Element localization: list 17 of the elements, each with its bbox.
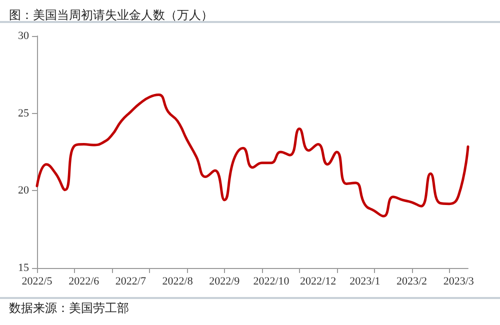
y-tick-label: 20 (18, 184, 30, 197)
x-tick-label: 2022/7 (115, 276, 146, 288)
line-series (36, 94, 470, 218)
x-tick-label: 2023/1 (350, 276, 380, 288)
source-note: 数据来源：美国劳工部 (9, 301, 129, 315)
x-tick-label: 2022/6 (68, 276, 100, 288)
chart-title: 图：美国当周初请失业金人数（万人） (9, 8, 213, 22)
x-tick-label: 2022/12 (300, 276, 336, 288)
x-tick-label: 2022/9 (209, 276, 240, 288)
x-tick-label: 2022/5 (22, 276, 53, 288)
y-tick-label: 15 (18, 262, 30, 274)
x-tick-label: 2023/3 (443, 276, 474, 288)
x-tick-label: 2023/2 (396, 276, 428, 288)
y-tick-label: 25 (18, 107, 30, 120)
x-tick-label: 2022/10 (253, 276, 290, 288)
x-tick-label: 2022/8 (162, 276, 194, 288)
y-tick-label: 30 (18, 30, 30, 42)
